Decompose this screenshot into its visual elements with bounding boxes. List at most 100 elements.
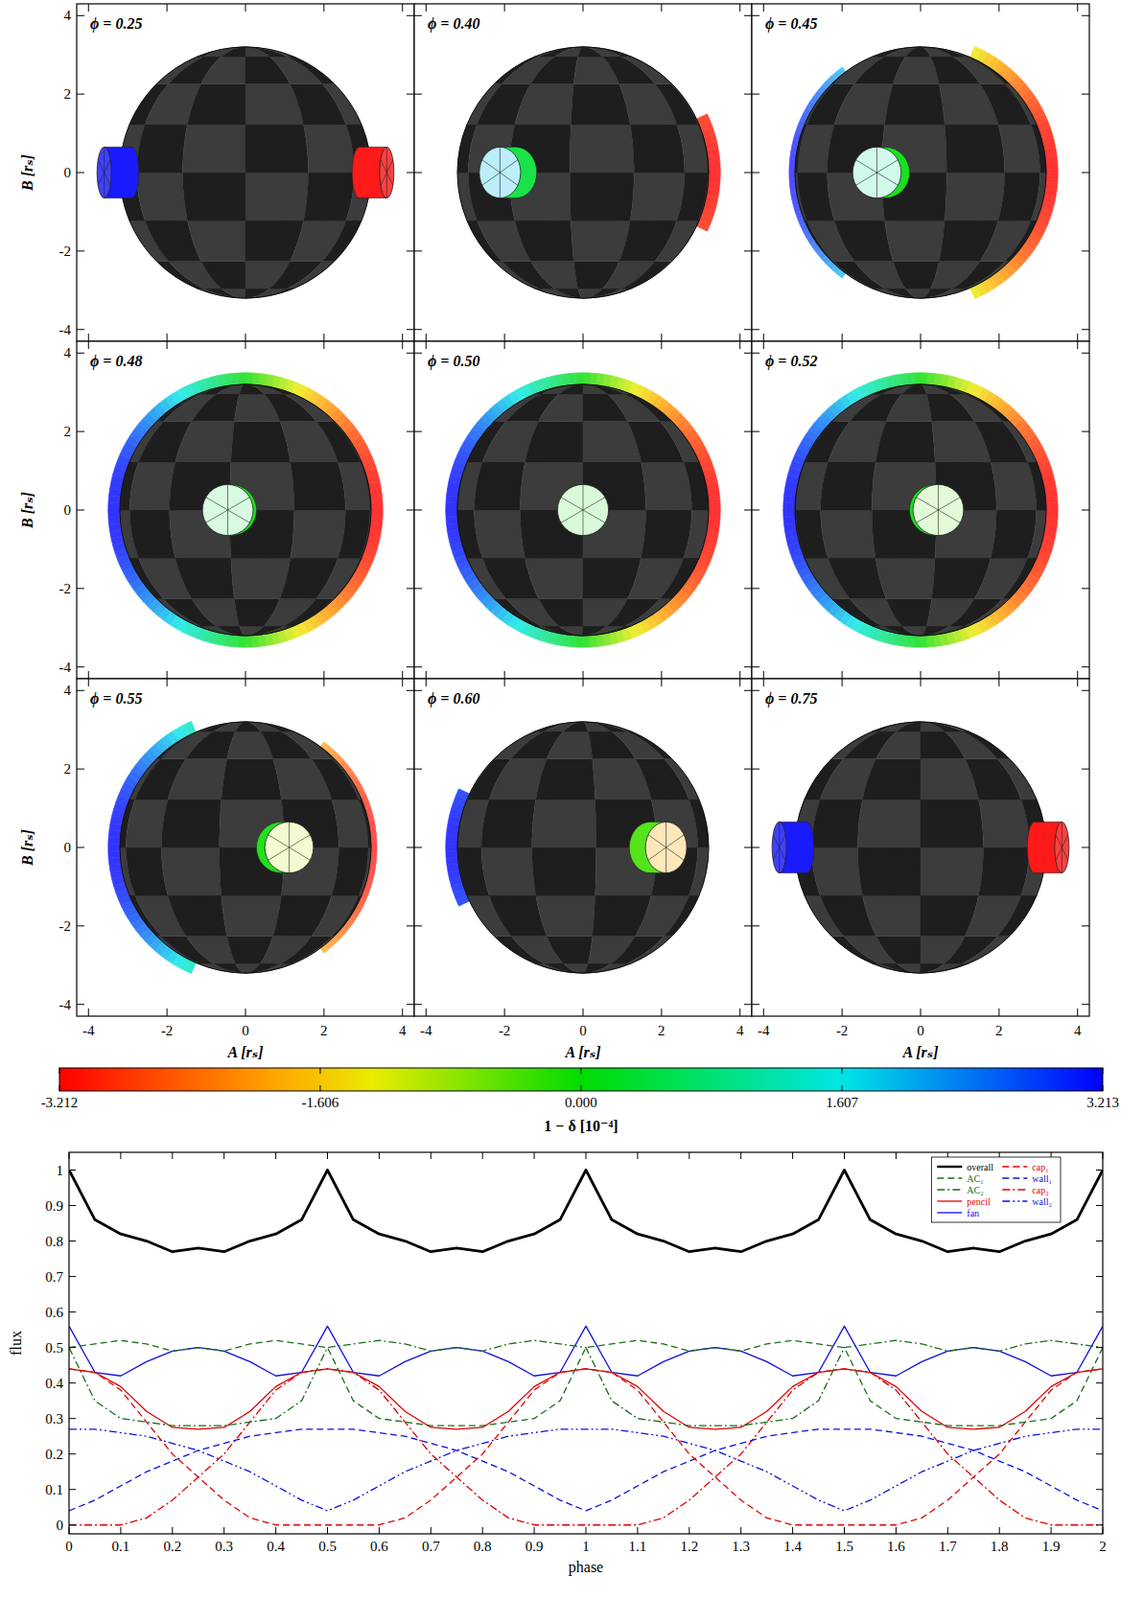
star-limb [457,384,709,636]
tick-label: 0 [916,1023,925,1039]
star-cell [514,220,574,261]
tick [406,925,415,927]
star-cell [197,288,246,299]
scene [457,46,721,299]
legend-swatch [936,1212,962,1214]
panel-frame [76,678,415,1017]
star-cell [358,799,372,848]
tick [1081,510,1090,512]
star-cell [337,510,371,559]
tick [166,3,168,12]
star-cell [245,626,294,636]
tick-label: 0.4 [45,1376,64,1392]
panel-frame [751,341,1090,679]
star-cell [137,124,188,173]
tick [414,431,422,433]
column-edge [1034,872,1063,874]
star-cell [583,46,631,57]
tick [166,341,168,350]
legend-label: overall [966,1162,994,1173]
star-cell [531,56,579,84]
tick [580,1068,582,1074]
tick [166,678,168,687]
star-cell [303,172,355,221]
star-cell [183,124,246,173]
star-cell [876,936,921,964]
legend-label: cap₂ [1031,1185,1049,1196]
cap-spoke [648,835,684,862]
tick-label: -2 [59,581,72,597]
tick-label: -2 [59,918,72,934]
tick [792,1152,794,1160]
tick [76,352,85,354]
tick [1096,1418,1103,1420]
tick-label: 1.5 [835,1539,854,1555]
tick [323,678,325,687]
tick-label: 1 [56,1163,65,1179]
tick [88,1008,90,1017]
star-cell [872,722,921,732]
column-cap [479,146,521,198]
star-cell [583,722,628,732]
column-cap [912,484,964,536]
tick-label: 1.9 [1042,1539,1061,1555]
tick [69,1205,76,1207]
star-cell [641,510,693,559]
tick [378,1527,380,1535]
tick [245,341,247,350]
cap-spoke [1055,835,1069,862]
tick-label: -4 [82,1023,95,1039]
panel-bg [751,678,1090,1017]
tick [583,333,584,342]
tick [406,847,415,849]
cap-spoke [268,835,311,862]
tick [323,1008,325,1017]
star-cell [337,462,371,511]
tick-label: 0.3 [45,1411,64,1427]
tick [841,1085,843,1092]
star-cell [964,599,1009,627]
star-cell [283,394,334,421]
tick-label: 2 [1098,1539,1107,1555]
tick [751,15,760,17]
panel-bg [76,341,415,679]
tick-label: -2 [836,1023,849,1039]
tick [636,1152,638,1160]
tick [1096,1276,1103,1278]
star-cell [333,420,362,462]
star-cell [920,46,969,57]
legend-label: fan [966,1208,980,1219]
star-cell [245,46,294,57]
star-cell [812,847,864,896]
tick [401,3,403,12]
tick-label: 1 [582,1539,590,1555]
column-cap [852,146,902,198]
star-cell [997,895,1037,936]
tick-label: 3.213 [1086,1095,1120,1111]
tick [414,587,422,589]
panel-bg [414,3,752,342]
tick-label: -4 [420,1023,433,1039]
tick [69,1382,76,1384]
tick-label: 1.2 [679,1539,699,1555]
tick [739,671,741,679]
star-cell [886,599,933,627]
star-cell [167,758,228,799]
tick [414,172,422,174]
star-cell [535,46,584,57]
star-cell [535,288,584,299]
tick-label: 0.9 [45,1198,64,1215]
legend-label: wall₁ [1031,1173,1052,1185]
star-limb [119,722,372,974]
star-cell [221,895,282,936]
star-cell [245,963,294,974]
star-cell [630,261,673,289]
tick [751,925,760,927]
tick [751,847,760,849]
colorbar-title: 1 − δ [10⁻⁴] [543,1118,618,1135]
star-cell [863,758,922,799]
tick-label: 2 [657,1023,666,1039]
tick [1076,1008,1078,1017]
tick [1081,925,1090,927]
tick [998,1008,1000,1017]
